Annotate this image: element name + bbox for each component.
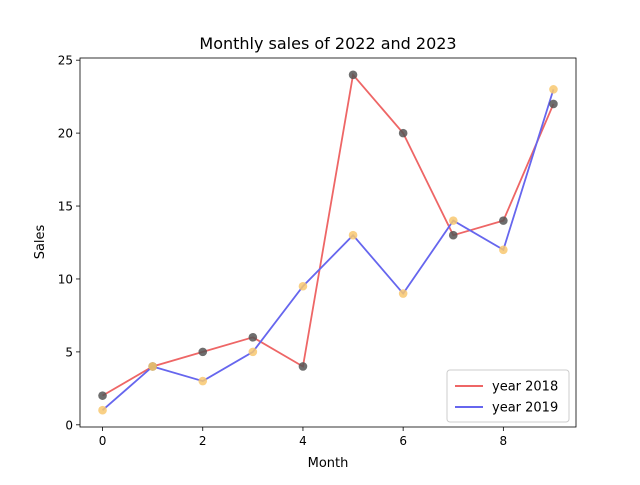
data-point-year-2019 bbox=[348, 230, 358, 240]
legend-box bbox=[446, 369, 570, 423]
data-point-year-2019 bbox=[448, 216, 458, 225]
series-line-year-2019 bbox=[101, 89, 555, 411]
data-point-year-2018 bbox=[348, 70, 358, 80]
data-point-year-2019 bbox=[298, 281, 308, 291]
data-point-year-2019 bbox=[248, 347, 258, 357]
x-tick-label: 0 bbox=[99, 434, 107, 448]
data-point-year-2018 bbox=[298, 362, 308, 371]
series-lines bbox=[101, 72, 555, 411]
data-point-year-2019 bbox=[398, 289, 408, 298]
axes-frame bbox=[79, 57, 577, 428]
y-tick-label: 15 bbox=[58, 200, 73, 214]
data-point-year-2018 bbox=[198, 347, 208, 357]
data-point-year-2018 bbox=[248, 333, 258, 342]
x-tick-label: 8 bbox=[500, 434, 508, 448]
y-tick-label: 25 bbox=[58, 54, 73, 68]
data-point-year-2019 bbox=[499, 245, 508, 255]
y-tick-label: 10 bbox=[58, 272, 73, 286]
data-point-year-2019 bbox=[98, 405, 107, 415]
x-tick-label: 2 bbox=[199, 434, 207, 448]
data-point-year-2018 bbox=[398, 128, 408, 138]
y-tick-label: 0 bbox=[65, 418, 73, 432]
x-axis: 0 2 4 6 8 bbox=[99, 427, 507, 448]
y-axis-label: Sales bbox=[33, 224, 48, 259]
y-tick-label: 20 bbox=[58, 127, 73, 141]
series-line-year-2018 bbox=[102, 72, 555, 397]
data-point-year-2019 bbox=[549, 85, 558, 94]
y-tick-label: 5 bbox=[65, 345, 73, 359]
x-axis-label: Month bbox=[308, 456, 349, 471]
data-point-year-2018 bbox=[549, 99, 558, 109]
plot-area bbox=[79, 57, 577, 428]
legend: year 2018 year 2019 bbox=[446, 369, 570, 423]
y-axis: 0 5 10 15 20 25 bbox=[58, 54, 80, 432]
data-point-year-2019 bbox=[148, 362, 157, 371]
legend-label-year-2019: year 2019 bbox=[492, 401, 558, 416]
data-point-year-2018 bbox=[499, 216, 508, 225]
data-point-year-2019 bbox=[198, 376, 208, 386]
series-markers bbox=[98, 70, 558, 415]
x-tick-label: 6 bbox=[399, 434, 407, 448]
legend-label-year-2018: year 2018 bbox=[492, 380, 558, 395]
x-tick-label: 4 bbox=[299, 434, 307, 448]
data-point-year-2018 bbox=[98, 391, 107, 400]
data-point-year-2018 bbox=[448, 230, 458, 240]
chart-title: Monthly sales of 2022 and 2023 bbox=[199, 34, 456, 53]
